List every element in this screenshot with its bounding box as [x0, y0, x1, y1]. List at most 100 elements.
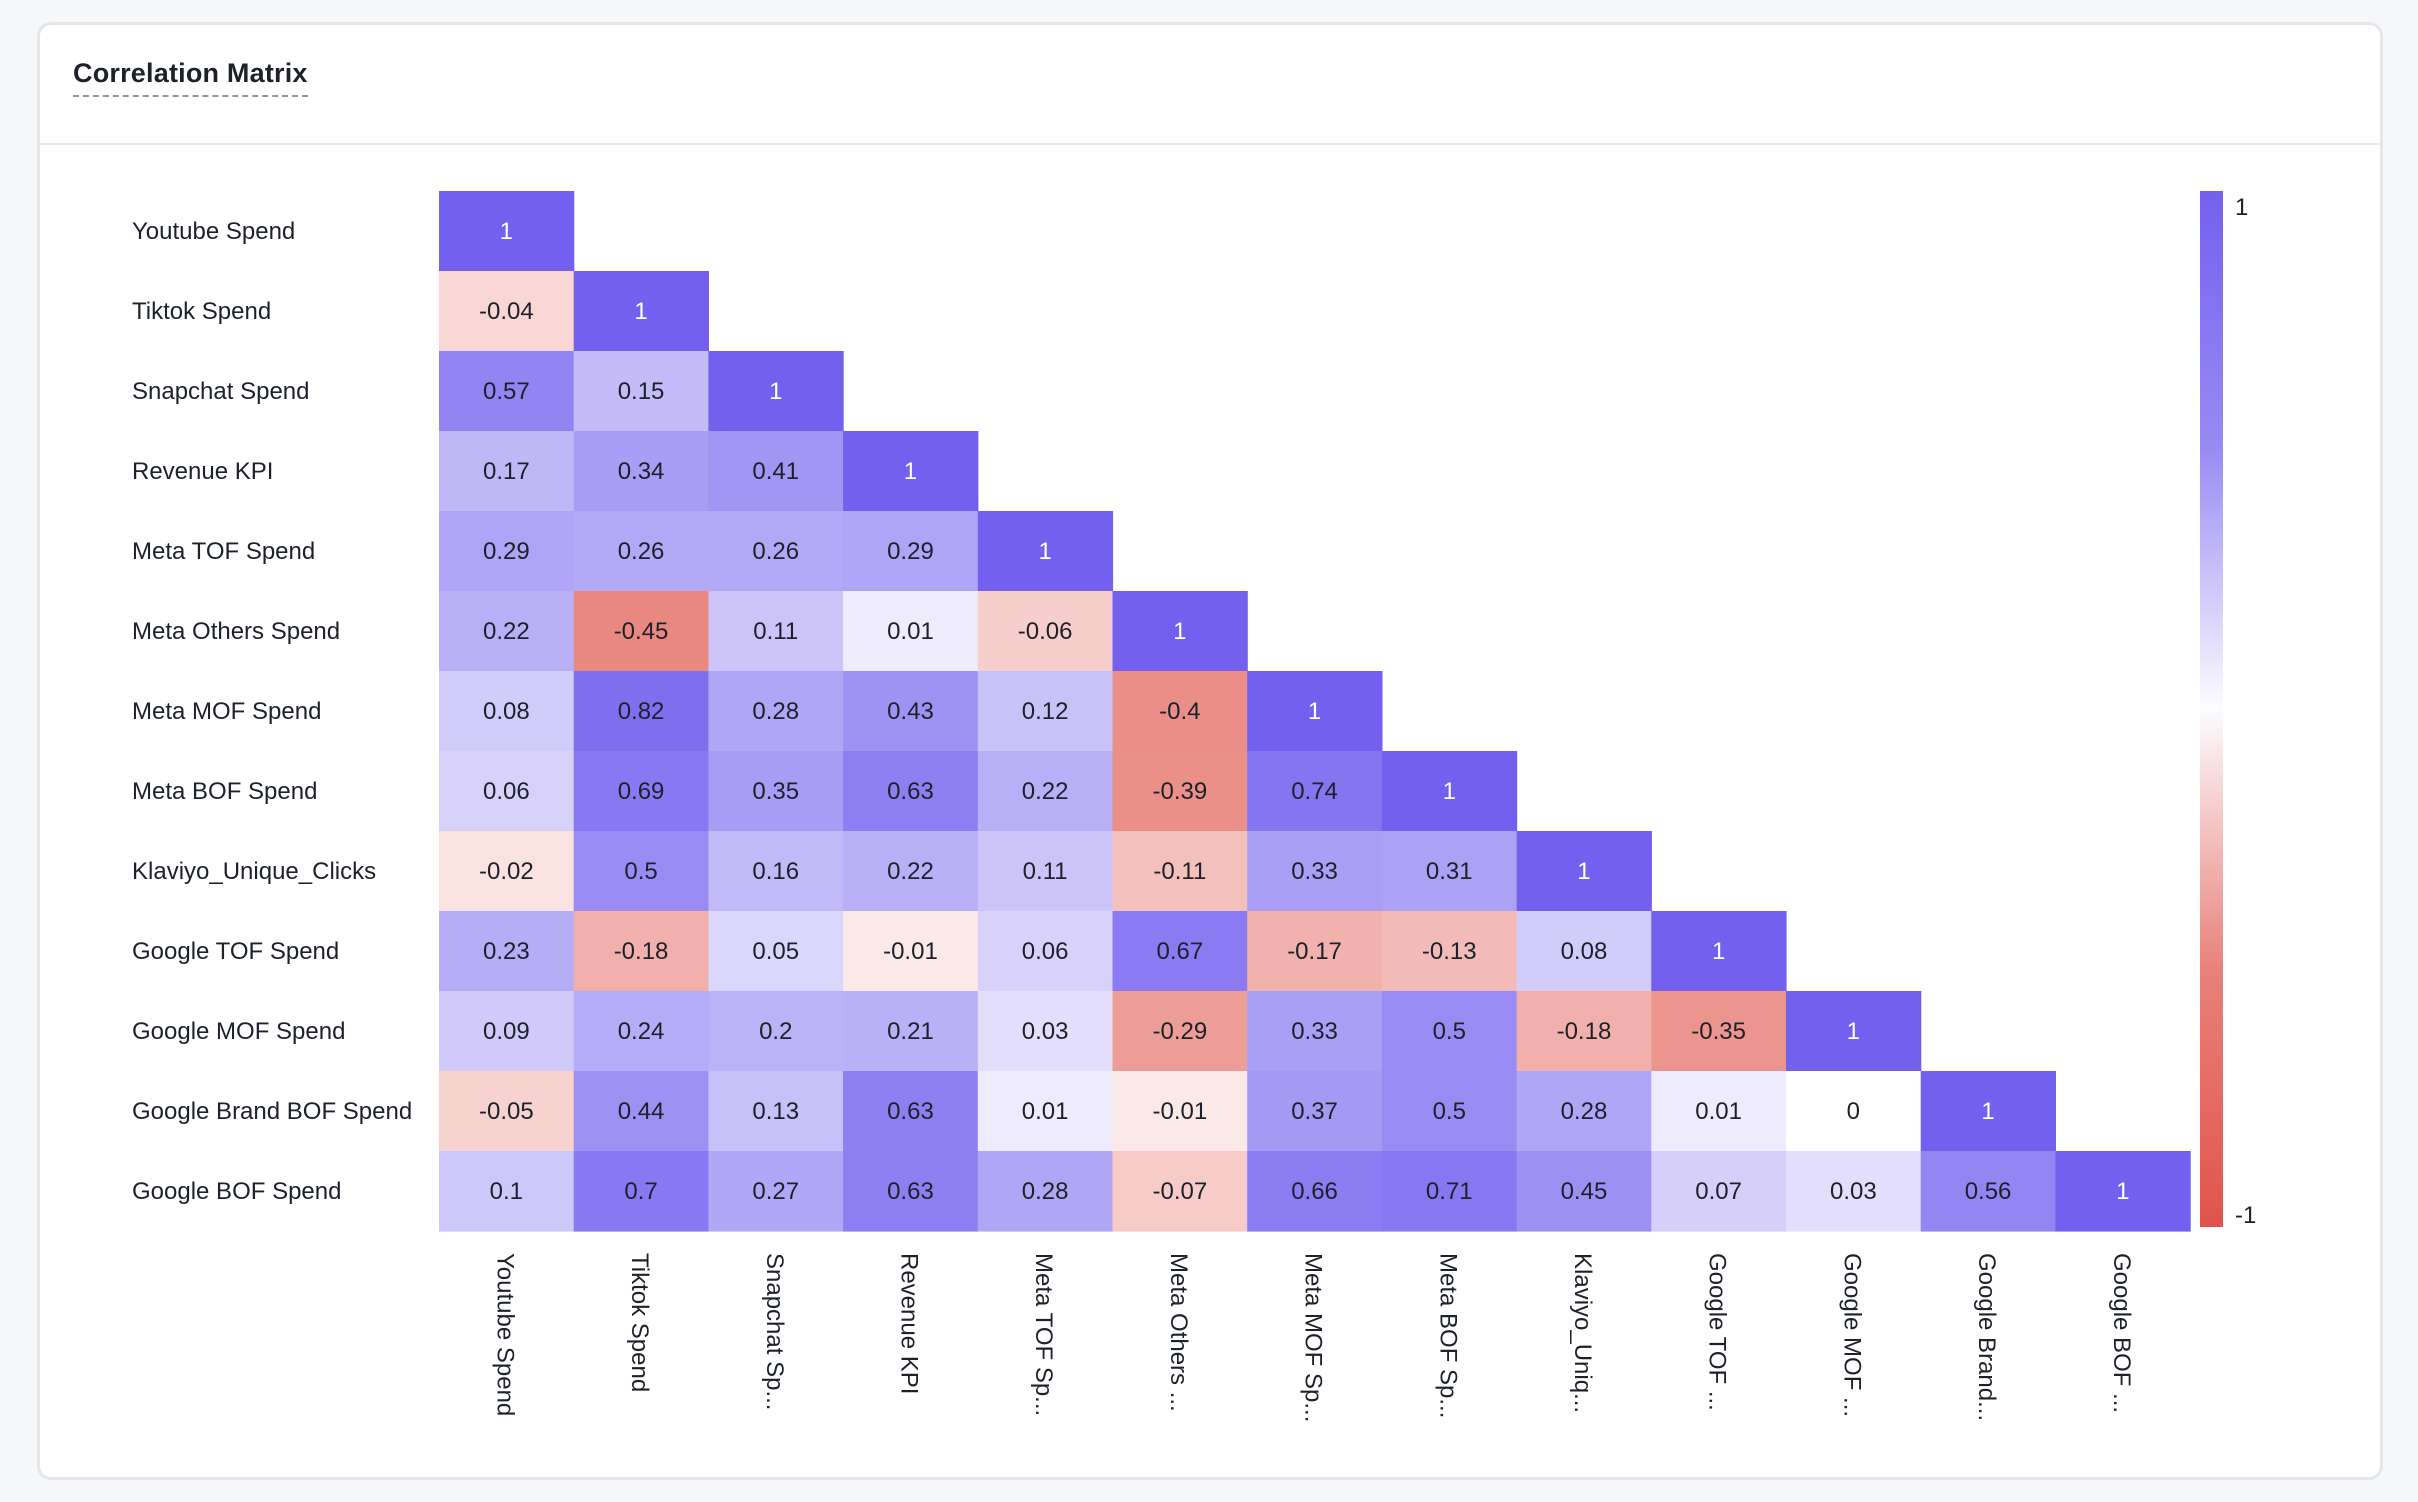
- heatmap-cell[interactable]: [1381, 1071, 1518, 1152]
- heatmap-cell[interactable]: [439, 511, 575, 592]
- cell-value-label: 0.07: [1695, 1178, 1742, 1205]
- heatmap-cell[interactable]: [843, 591, 979, 672]
- heatmap-cell[interactable]: [843, 751, 979, 832]
- cell-value-label: 1: [1847, 1018, 1860, 1045]
- cell-value-label: 0.33: [1291, 1018, 1338, 1045]
- heatmap-cell[interactable]: [1112, 911, 1248, 992]
- heatmap-cell[interactable]: [1786, 1151, 1922, 1232]
- heatmap-cell[interactable]: [708, 1071, 844, 1152]
- heatmap-cell[interactable]: [977, 511, 1114, 592]
- cell-value-label: 0.66: [1291, 1178, 1338, 1205]
- heatmap-cell[interactable]: [1920, 1071, 2056, 1152]
- heatmap-cell[interactable]: [708, 991, 844, 1072]
- heatmap-cell[interactable]: [439, 751, 575, 832]
- heatmap-cell[interactable]: [708, 351, 844, 432]
- heatmap-cell[interactable]: [708, 831, 844, 912]
- heatmap-cell[interactable]: [1516, 831, 1652, 912]
- heatmap-cell[interactable]: [1247, 1151, 1383, 1232]
- column-label: Revenue KPI: [895, 1253, 922, 1394]
- heatmap-cell[interactable]: [1381, 751, 1518, 832]
- heatmap-cell[interactable]: [977, 911, 1114, 992]
- heatmap-cell[interactable]: [1247, 1071, 1383, 1152]
- heatmap-cell[interactable]: [977, 1151, 1114, 1232]
- heatmap-cell[interactable]: [439, 351, 575, 432]
- heatmap-cell[interactable]: [573, 1071, 709, 1152]
- heatmap-cell[interactable]: [439, 991, 575, 1072]
- heatmap-cell[interactable]: [439, 1071, 575, 1152]
- heatmap-cell[interactable]: [843, 991, 979, 1072]
- heatmap-cell[interactable]: [977, 991, 1114, 1072]
- heatmap-cell[interactable]: [977, 1071, 1114, 1152]
- row-label: Klaviyo_Unique_Clicks: [132, 858, 376, 885]
- heatmap-cell[interactable]: [1247, 751, 1383, 832]
- heatmap-cell[interactable]: [1920, 1151, 2056, 1232]
- heatmap-cell[interactable]: [573, 1151, 709, 1232]
- heatmap-cell[interactable]: [1516, 991, 1652, 1072]
- heatmap-cell[interactable]: [573, 591, 709, 672]
- heatmap-cell[interactable]: [1786, 991, 1922, 1072]
- heatmap-cell[interactable]: [1112, 1071, 1248, 1152]
- heatmap-cell[interactable]: [708, 591, 844, 672]
- heatmap-cell[interactable]: [1651, 911, 1787, 992]
- heatmap-cell[interactable]: [977, 831, 1114, 912]
- heatmap-cell[interactable]: [439, 831, 575, 912]
- heatmap-cell[interactable]: [1112, 1151, 1248, 1232]
- heatmap-cell[interactable]: [1651, 1071, 1787, 1152]
- heatmap-cell[interactable]: [573, 351, 709, 432]
- heatmap-cell[interactable]: [1381, 991, 1518, 1072]
- heatmap-cell[interactable]: [1247, 831, 1383, 912]
- card-title[interactable]: Correlation Matrix: [73, 58, 308, 97]
- heatmap-cell[interactable]: [1516, 1151, 1652, 1232]
- heatmap-cell[interactable]: [1112, 591, 1248, 672]
- heatmap-cell[interactable]: [1112, 831, 1248, 912]
- heatmap-cell[interactable]: [573, 831, 709, 912]
- heatmap-cell[interactable]: [843, 671, 979, 752]
- heatmap-cell[interactable]: [1112, 751, 1248, 832]
- heatmap-cell[interactable]: [977, 751, 1114, 832]
- heatmap-cell[interactable]: [708, 431, 844, 512]
- heatmap-cell[interactable]: [977, 671, 1114, 752]
- heatmap-cell[interactable]: [2055, 1151, 2191, 1232]
- heatmap-cell[interactable]: [1651, 991, 1787, 1072]
- heatmap-cell[interactable]: [843, 1071, 979, 1152]
- heatmap-cell[interactable]: [573, 271, 709, 352]
- heatmap-cell[interactable]: [1247, 991, 1383, 1072]
- heatmap-cell[interactable]: [977, 591, 1114, 672]
- heatmap-cell[interactable]: [843, 1151, 979, 1232]
- heatmap-cell[interactable]: [1112, 991, 1248, 1072]
- heatmap-cell[interactable]: [439, 191, 575, 272]
- heatmap-cell[interactable]: [1381, 831, 1518, 912]
- heatmap-cell[interactable]: [1247, 911, 1383, 992]
- heatmap-cell[interactable]: [1112, 671, 1248, 752]
- heatmap-cell[interactable]: [708, 1151, 844, 1232]
- heatmap-cell[interactable]: [1786, 1071, 1922, 1152]
- heatmap-cell[interactable]: [843, 431, 979, 512]
- heatmap-cell[interactable]: [843, 911, 979, 992]
- heatmap-cell[interactable]: [708, 511, 844, 592]
- heatmap-cell[interactable]: [708, 671, 844, 752]
- heatmap-cell[interactable]: [843, 511, 979, 592]
- heatmap-cell[interactable]: [1516, 911, 1652, 992]
- heatmap-cell[interactable]: [439, 911, 575, 992]
- heatmap-cell[interactable]: [573, 751, 709, 832]
- heatmap-cell[interactable]: [573, 511, 709, 592]
- heatmap-cell[interactable]: [439, 671, 575, 752]
- heatmap-cell[interactable]: [708, 751, 844, 832]
- heatmap-cell[interactable]: [1381, 911, 1518, 992]
- heatmap-cell[interactable]: [573, 671, 709, 752]
- heatmap-cell[interactable]: [1247, 671, 1383, 752]
- heatmap-cell[interactable]: [439, 431, 575, 512]
- heatmap-cell[interactable]: [573, 911, 709, 992]
- heatmap-cell[interactable]: [573, 991, 709, 1072]
- cell-value-label: -0.18: [614, 938, 669, 965]
- heatmap-cell[interactable]: [1651, 1151, 1787, 1232]
- heatmap-cell[interactable]: [439, 271, 575, 352]
- heatmap-cell[interactable]: [439, 591, 575, 672]
- heatmap-cell[interactable]: [1516, 1071, 1652, 1152]
- heatmap-cell[interactable]: [573, 431, 709, 512]
- heatmap-cell[interactable]: [1381, 1151, 1518, 1232]
- heatmap-cell[interactable]: [708, 911, 844, 992]
- heatmap-cell[interactable]: [843, 831, 979, 912]
- cell-value-label: -0.35: [1691, 1018, 1746, 1045]
- heatmap-cell[interactable]: [439, 1151, 575, 1232]
